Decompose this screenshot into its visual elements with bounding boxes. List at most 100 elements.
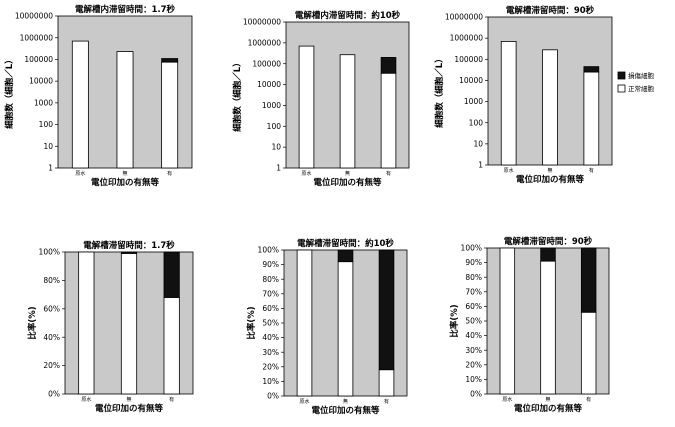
bar-normal-1 (542, 49, 558, 166)
category-label: 原水 (299, 398, 309, 405)
bar-damaged-2 (380, 57, 397, 74)
y-axis-label: 細胞数（細胞／L） (232, 58, 243, 131)
category-label: 原水 (502, 396, 512, 403)
chart-panel-top-middle: 電解槽内滞留時間：約10秒 1 10 100 1000 10000 100000 100000… (232, 10, 410, 188)
category-label: 有 (386, 170, 391, 177)
y-tick-label: 60% (465, 302, 482, 311)
y-tick-label: 10000 (257, 80, 281, 89)
y-tick-label: 100000 (24, 55, 53, 64)
bar-damaged-2 (163, 251, 180, 298)
y-axis-label: 比率(%) (246, 306, 257, 339)
y-tick-label: 100% (258, 246, 279, 255)
y-tick-label: 10000000 (445, 13, 483, 22)
y-tick-label: 10000000 (15, 12, 53, 21)
bar-damaged-2 (583, 66, 600, 73)
y-tick-label: 1000 (262, 101, 281, 110)
category-label: 原水 (75, 170, 85, 177)
y-tick-label: 0% (470, 390, 482, 399)
legend-label-0: 損傷細胞 (628, 71, 655, 80)
y-tick-label: 70% (465, 287, 482, 296)
category-label: 有 (586, 396, 591, 403)
y-tick-label: 40% (465, 331, 482, 340)
y-tick-label: 90% (262, 260, 279, 269)
y-tick-label: 80% (43, 276, 60, 285)
chart-panel-bottom-right: 電解槽滞留時間：90秒 0% 10% 20% 30% 40% 50% 60% 70% 80% 90%… (449, 236, 610, 414)
y-tick-label: 1000000 (20, 33, 54, 42)
x-axis-label: 電位印加の有無等 (91, 177, 160, 188)
y-axis-label: 細胞数（細胞／L） (434, 54, 445, 127)
y-tick-label: 10000 (459, 76, 483, 85)
bar-normal-0 (78, 251, 95, 395)
chart-title: 電解槽滞留時間：90秒 (504, 236, 593, 247)
y-tick-label: 100 (267, 122, 282, 131)
y-tick-label: 10000000 (243, 18, 281, 27)
y-tick-label: 10 (43, 142, 53, 151)
y-tick-label: 20% (465, 360, 482, 369)
chart-title: 電解槽滞留時間：約10秒 (297, 238, 394, 249)
y-tick-label: 1 (276, 164, 281, 173)
category-label: 原水 (504, 167, 514, 174)
chart-panel-top-right: 電解槽滞留時間：90秒 1 10 100 1000 10000 100000 1000000 1… (434, 5, 613, 185)
bar-normal-2 (378, 369, 395, 397)
y-tick-label: 20% (262, 362, 279, 371)
y-tick-label: 10 (271, 143, 281, 152)
x-axis-label: 電位印加の有無等 (516, 174, 585, 185)
y-tick-label: 80% (262, 275, 279, 284)
x-axis-label: 電位印加の有無等 (311, 405, 380, 416)
y-tick-label: 10000 (29, 77, 53, 86)
y-tick-label: 20% (43, 361, 60, 370)
y-tick-label: 30% (465, 346, 482, 355)
category-label: 無 (345, 170, 350, 177)
y-axis-label: 比率(%) (449, 304, 460, 337)
bar-damaged-1 (120, 251, 138, 254)
bar-normal-0 (500, 41, 517, 166)
bar-damaged-1 (540, 247, 556, 262)
y-tick-label: 40% (43, 333, 60, 342)
chart-panel-top-left: 電解槽内滞留時間：1.7秒 1 10 100 1000 10000 100000 100000… (4, 4, 193, 188)
chart-title: 電解槽内滞留時間：1.7秒 (75, 4, 176, 15)
category-label: 無 (126, 396, 131, 403)
bar-damaged-2 (580, 247, 597, 313)
y-tick-label: 100000 (454, 55, 483, 64)
bar-normal-0 (499, 247, 516, 395)
bar-normal-2 (161, 61, 179, 169)
y-tick-label: 10 (473, 139, 483, 148)
category-label: 無 (343, 398, 348, 405)
bar-normal-1 (339, 54, 356, 169)
category-label: 無 (122, 170, 127, 177)
bar-normal-1 (120, 253, 138, 395)
x-axis-label: 電位印加の有無等 (313, 177, 382, 188)
bar-normal-1 (337, 261, 354, 397)
y-tick-label: 1000000 (450, 34, 484, 43)
y-tick-label: 1000 (34, 98, 53, 107)
y-tick-label: 30% (262, 348, 279, 357)
y-tick-label: 90% (465, 258, 482, 267)
bar-normal-0 (298, 45, 315, 169)
bar-normal-2 (380, 72, 397, 169)
chart-panel-bottom-middle: 電解槽滞留時間：約10秒 0% 10% 20% 30% 40% 50% 60% 70% 80% 90… (246, 238, 408, 416)
y-tick-label: 1000000 (248, 38, 282, 47)
category-label: 有 (169, 396, 174, 403)
y-axis-label: 細胞数（細胞／L） (4, 55, 15, 128)
y-axis-label: 比率(%) (27, 306, 38, 339)
bar-normal-1 (116, 51, 134, 169)
bar-normal-2 (583, 71, 600, 166)
chart-title: 電解槽内滞留時間：約10秒 (295, 10, 401, 21)
y-tick-label: 0% (267, 392, 279, 401)
y-tick-label: 60% (43, 304, 60, 313)
category-label: 有 (589, 167, 594, 174)
legend-label-1: 正常細胞 (628, 84, 655, 93)
y-tick-label: 40% (262, 333, 279, 342)
y-tick-label: 80% (465, 273, 482, 282)
y-tick-label: 100 (469, 118, 484, 127)
bar-normal-1 (540, 260, 556, 395)
chart-title: 電解槽滞留時間：90秒 (506, 5, 595, 16)
y-tick-label: 100% (39, 248, 60, 257)
legend-swatch-1 (617, 84, 626, 93)
y-tick-label: 1 (478, 161, 483, 170)
x-axis-label: 電位印加の有無等 (95, 403, 164, 414)
y-tick-label: 1000 (464, 97, 483, 106)
y-tick-label: 70% (262, 289, 279, 298)
